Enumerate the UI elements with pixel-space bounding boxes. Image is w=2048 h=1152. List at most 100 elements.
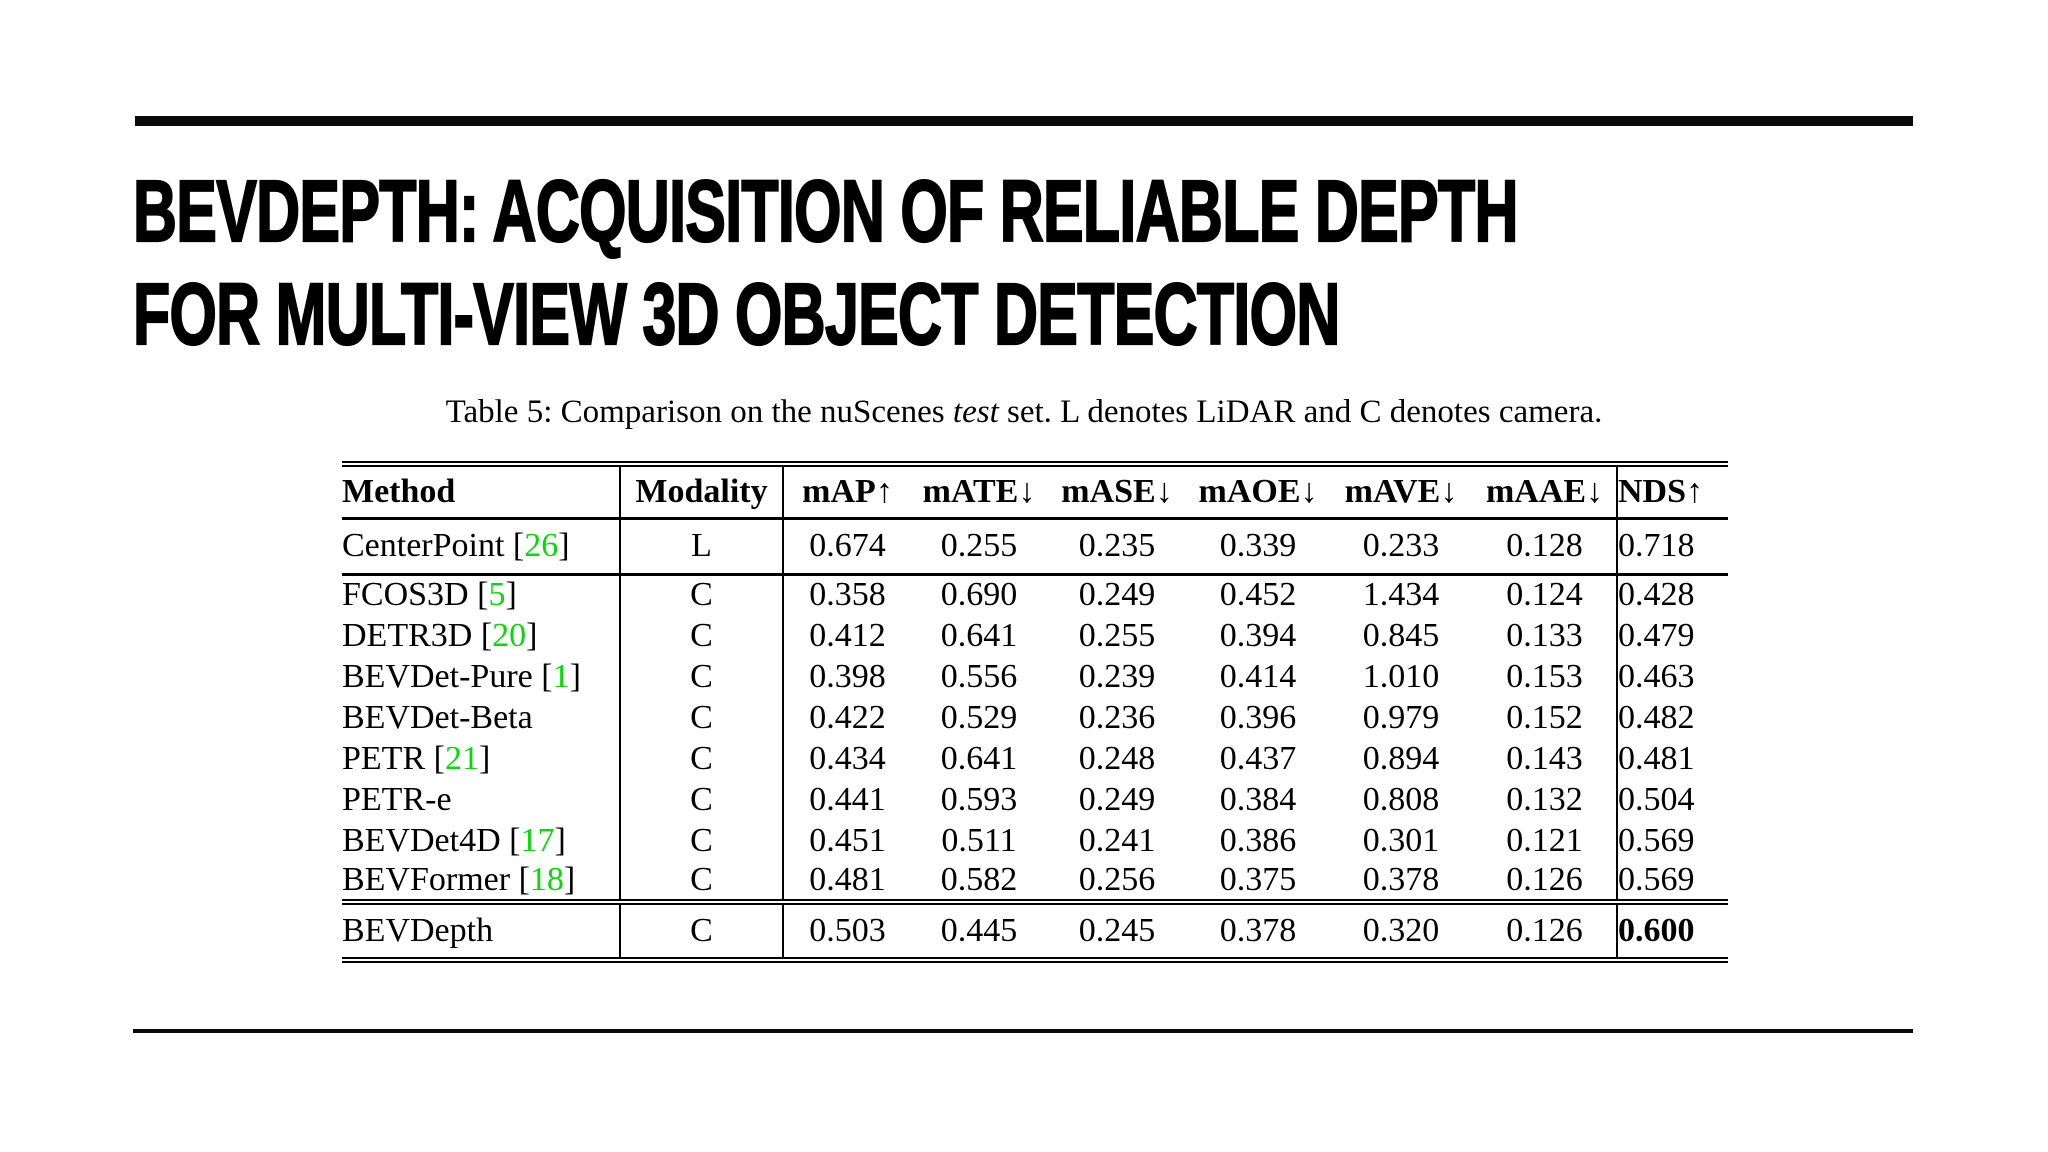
- mase-cell: 0.249: [1078, 576, 1156, 614]
- table-row-petr-e: PETR-e C 0.441 0.593 0.249 0.384 0.808 0…: [342, 779, 1728, 820]
- modality-cell: C: [620, 779, 784, 820]
- table-row-detr3d: DETR3D [20] C 0.412 0.641 0.255 0.394 0.…: [342, 615, 1728, 656]
- nds-cell: 0.569: [1616, 861, 1728, 902]
- citation-link[interactable]: 5: [488, 576, 506, 614]
- mave-cell: 1.010: [1362, 657, 1440, 695]
- mave-cell: 1.434: [1362, 576, 1440, 614]
- method-cell: BEVFormer [18]: [342, 861, 621, 902]
- modality-cell: L: [620, 518, 784, 574]
- top-rule: [135, 116, 1913, 126]
- nds-cell: 0.463: [1616, 656, 1728, 697]
- table-header: Method Modality mAP↑ mATE↓ mASE↓ mAOE↓ m…: [342, 464, 1728, 518]
- mase-cell: 0.256: [1078, 861, 1156, 898]
- mase-cell: 0.235: [1078, 527, 1156, 564]
- nds-cell: 0.600: [1616, 902, 1728, 960]
- citation-link[interactable]: 17: [520, 821, 555, 859]
- mate-cell: 0.255: [940, 527, 1018, 564]
- maae-cell: 0.132: [1506, 780, 1583, 818]
- citation-link[interactable]: 20: [492, 616, 527, 654]
- mave-cell: 0.808: [1362, 780, 1440, 818]
- comparison-table-container: Method Modality mAP↑ mATE↓ mASE↓ mAOE↓ m…: [342, 461, 1728, 963]
- map-cell: 0.412: [809, 616, 886, 654]
- mate-cell: 0.529: [940, 698, 1018, 736]
- map-cell: 0.503: [809, 912, 886, 949]
- header-row: Method Modality mAP↑ mATE↓ mASE↓ mAOE↓ m…: [342, 464, 1728, 518]
- mave-cell: 0.378: [1362, 861, 1440, 898]
- maoe-cell: 0.394: [1219, 616, 1297, 654]
- nds-cell: 0.718: [1616, 518, 1728, 574]
- mate-cell: 0.641: [940, 739, 1018, 777]
- mase-cell: 0.249: [1078, 780, 1156, 818]
- method-name: BEVDepth: [342, 912, 494, 949]
- mate-cell: 0.556: [940, 657, 1018, 695]
- caption-emphasis: test: [952, 394, 999, 430]
- citation-bracket-close: ]: [478, 739, 491, 777]
- column-header-maoe: mAOE↓: [1198, 472, 1318, 510]
- method-name: PETR [: [342, 739, 445, 777]
- caption-prefix: Table 5: Comparison on the nuScenes: [445, 394, 953, 430]
- maae-cell: 0.128: [1506, 527, 1583, 564]
- citation-link[interactable]: 21: [444, 739, 479, 777]
- mave-cell: 0.894: [1362, 739, 1440, 777]
- method-cell: BEVDet4D [17]: [342, 820, 621, 861]
- column-header-method: Method: [342, 464, 621, 518]
- mate-cell: 0.690: [940, 576, 1018, 614]
- table-row-centerpoint: CenterPoint [26] L 0.674 0.255 0.235 0.3…: [342, 518, 1728, 574]
- nds-cell: 0.482: [1616, 697, 1728, 738]
- bottom-rule: [133, 1029, 1913, 1033]
- method-cell: DETR3D [20]: [342, 615, 621, 656]
- maoe-cell: 0.396: [1219, 698, 1297, 736]
- maoe-cell: 0.378: [1219, 912, 1297, 949]
- comparison-table: Method Modality mAP↑ mATE↓ mASE↓ mAOE↓ m…: [342, 461, 1728, 963]
- maae-cell: 0.152: [1506, 698, 1583, 736]
- maoe-cell: 0.452: [1219, 576, 1297, 614]
- method-cell: BEVDet-Pure [1]: [342, 656, 621, 697]
- maae-cell: 0.121: [1506, 821, 1583, 859]
- table-row-bevdet4d: BEVDet4D [17] C 0.451 0.511 0.241 0.386 …: [342, 820, 1728, 861]
- modality-cell: C: [620, 861, 784, 902]
- maoe-cell: 0.437: [1219, 739, 1297, 777]
- map-cell: 0.674: [809, 527, 886, 564]
- method-name: BEVDet-Beta: [342, 698, 533, 736]
- method-name: DETR3D [: [342, 616, 493, 654]
- mate-cell: 0.582: [940, 861, 1018, 898]
- table-row-bevdet-pure: BEVDet-Pure [1] C 0.398 0.556 0.239 0.41…: [342, 656, 1728, 697]
- method-cell: FCOS3D [5]: [342, 574, 621, 615]
- modality-cell: C: [620, 615, 784, 656]
- maoe-cell: 0.414: [1219, 657, 1297, 695]
- map-cell: 0.481: [809, 861, 886, 898]
- page-title-line-2: FOR MULTI-VIEW 3D OBJECT DETECTION: [132, 265, 1341, 364]
- page-title: BEVDEPTH: ACQUISITION OF RELIABLE DEPTH …: [132, 160, 1519, 366]
- map-cell: 0.441: [809, 780, 886, 818]
- method-cell: BEVDepth: [342, 902, 621, 960]
- citation-bracket-close: ]: [563, 861, 576, 898]
- citation-link[interactable]: 26: [524, 527, 559, 564]
- citation-link[interactable]: 1: [552, 657, 570, 695]
- mase-cell: 0.236: [1078, 698, 1156, 736]
- nds-cell: 0.481: [1616, 738, 1728, 779]
- maoe-cell: 0.375: [1219, 861, 1297, 898]
- method-cell: BEVDet-Beta: [342, 697, 621, 738]
- method-name: BEVDet4D [: [342, 821, 521, 859]
- column-header-mase: mASE↓: [1061, 472, 1173, 510]
- citation-link[interactable]: 18: [529, 861, 564, 898]
- table-row-bevdet-beta: BEVDet-Beta C 0.422 0.529 0.236 0.396 0.…: [342, 697, 1728, 738]
- maoe-cell: 0.386: [1219, 821, 1297, 859]
- maoe-cell: 0.384: [1219, 780, 1297, 818]
- table-row-bevformer: BEVFormer [18] C 0.481 0.582 0.256 0.375…: [342, 861, 1728, 902]
- maoe-cell: 0.339: [1219, 527, 1297, 564]
- mase-cell: 0.239: [1078, 657, 1156, 695]
- citation-bracket-close: ]: [526, 616, 538, 654]
- mave-cell: 0.979: [1362, 698, 1440, 736]
- method-cell: PETR [21]: [342, 738, 621, 779]
- maae-cell: 0.126: [1506, 912, 1583, 949]
- map-cell: 0.358: [809, 576, 886, 614]
- citation-bracket-close: ]: [558, 527, 570, 564]
- method-name: BEVFormer [: [342, 861, 530, 898]
- modality-cell: C: [620, 820, 784, 861]
- nds-cell: 0.428: [1616, 574, 1728, 615]
- mase-cell: 0.245: [1078, 912, 1156, 949]
- nds-cell: 0.479: [1616, 615, 1728, 656]
- modality-cell: C: [620, 697, 784, 738]
- column-header-map: mAP↑: [802, 472, 893, 510]
